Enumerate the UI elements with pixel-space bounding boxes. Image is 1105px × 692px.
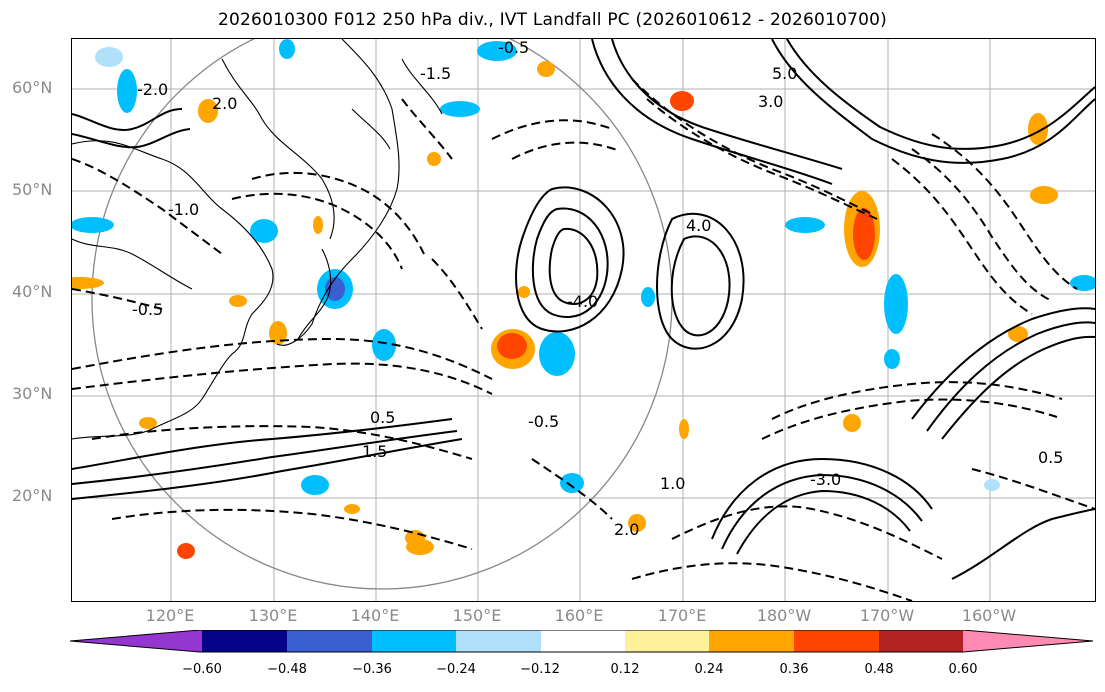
lat-label: 50°N <box>12 180 53 199</box>
colorbar-segment <box>287 630 372 652</box>
colorbar-tick-label: −0.12 <box>520 662 560 677</box>
colorbar-segment <box>879 630 963 652</box>
colorbar-segment <box>372 630 456 652</box>
lon-label: 180°W <box>756 606 812 625</box>
gridlines <box>72 39 1095 601</box>
contour-label: 1.5 <box>362 442 387 461</box>
colorbar-tick-label: 0.60 <box>948 662 978 677</box>
colorbar-segment <box>456 630 541 652</box>
lat-label: 40°N <box>12 282 53 301</box>
map-title: 2026010300 F012 250 hPa div., IVT Landfa… <box>218 10 887 30</box>
contour-label: -1.5 <box>420 64 451 83</box>
colorbar-outline <box>70 630 1094 653</box>
solid-contours <box>72 39 1095 580</box>
dashed-contours <box>72 78 1095 601</box>
coastline <box>72 39 443 440</box>
contour-label: 2.0 <box>614 520 639 539</box>
contour-label: 1.0 <box>660 474 685 493</box>
colorbar-tick-label: 0.48 <box>864 662 894 677</box>
contour-label: -4.0 <box>567 292 598 311</box>
lon-label: 170°W <box>859 606 915 625</box>
contour-label: 5.0 <box>772 64 797 83</box>
contour-label: -0.5 <box>498 39 529 57</box>
colorbar-tick-label: 0.36 <box>779 662 809 677</box>
colorbar-segment <box>794 630 879 652</box>
contour-labels: -0.5 -1.5 -2.0 2.0 -1.0 -0.5 0.5 1.5 -4.… <box>132 39 1063 539</box>
colorbar-segment <box>963 630 1094 652</box>
colorbar-tick-label: −0.60 <box>182 662 222 677</box>
contour-label: -3.0 <box>810 470 841 489</box>
contour-label: 0.5 <box>1038 448 1063 467</box>
colorbar-segment <box>70 630 202 652</box>
contour-label: 0.5 <box>370 408 395 427</box>
lat-label: 60°N <box>12 78 53 97</box>
colorbar-segments <box>70 630 1094 653</box>
colorbar-tick-label: 0.12 <box>610 662 640 677</box>
colorbar-tick-label: −0.24 <box>436 662 476 677</box>
contour-label: 2.0 <box>212 94 237 113</box>
contour-label: 4.0 <box>686 216 711 235</box>
divergence-shading <box>72 39 1095 559</box>
lon-label: 170°E <box>657 606 707 625</box>
contour-label: -0.5 <box>132 300 163 319</box>
lon-label: 130°E <box>248 606 298 625</box>
colorbar-tick-label: −0.48 <box>267 662 307 677</box>
lon-label: 120°E <box>145 606 195 625</box>
colorbar-segment <box>625 630 709 652</box>
colorbar-segment <box>709 630 794 652</box>
lat-label: 30°N <box>12 384 53 403</box>
colorbar <box>70 630 1094 653</box>
contour-label: -0.5 <box>528 412 559 431</box>
map-panel: -0.5 -1.5 -2.0 2.0 -1.0 -0.5 0.5 1.5 -4.… <box>71 38 1096 602</box>
landfall-circle <box>91 39 673 590</box>
colorbar-segment <box>541 630 625 652</box>
contour-label: 3.0 <box>758 92 783 111</box>
lon-label: 160°W <box>961 606 1017 625</box>
colorbar-tick-label: −0.36 <box>352 662 392 677</box>
lon-label: 150°E <box>452 606 502 625</box>
colorbar-segment <box>202 630 287 652</box>
lon-label: 160°E <box>554 606 604 625</box>
lon-label: 140°E <box>350 606 400 625</box>
contour-label: -2.0 <box>137 80 168 99</box>
map-canvas: -0.5 -1.5 -2.0 2.0 -1.0 -0.5 0.5 1.5 -4.… <box>72 39 1095 601</box>
colorbar-tick-label: 0.24 <box>694 662 724 677</box>
contour-label: -1.0 <box>168 200 199 219</box>
lat-label: 20°N <box>12 486 53 505</box>
